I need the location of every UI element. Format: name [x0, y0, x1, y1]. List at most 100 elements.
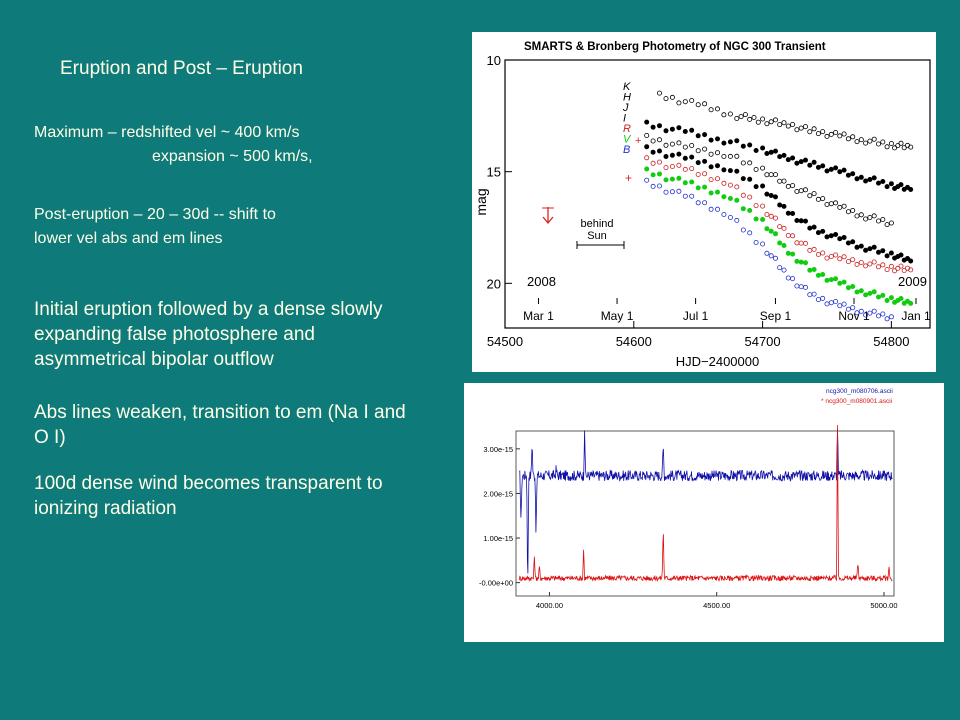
data-point [755, 119, 761, 125]
data-point [833, 130, 839, 136]
data-point [656, 183, 662, 189]
data-point [875, 180, 881, 186]
data-point [811, 246, 817, 252]
data-point [644, 177, 650, 183]
data-point [802, 187, 808, 193]
data-point [781, 203, 787, 209]
data-point [676, 125, 682, 131]
data-point [747, 194, 753, 200]
data-point [841, 203, 847, 209]
spectrum-chart: -0.00e+00 1.00e-15 2.00e-15 3.00e-15 4000.00… [479, 388, 898, 610]
data-point [764, 211, 770, 217]
data-point [760, 216, 766, 222]
data-point [695, 171, 701, 177]
data-point [833, 231, 839, 237]
data-point [790, 155, 796, 161]
data-point [824, 255, 830, 261]
data-point [867, 310, 873, 316]
data-point [721, 211, 727, 217]
x-tick-label: 5000.00 [870, 601, 897, 610]
data-point [863, 216, 869, 222]
data-point [644, 144, 650, 150]
data-point [888, 295, 894, 301]
data-point [702, 171, 708, 177]
data-point [740, 206, 746, 212]
data-point [798, 284, 804, 290]
data-point [880, 216, 886, 222]
light-curve-chart: SMARTS & Bronberg Photometry of NGC 300 … [473, 41, 931, 369]
data-point [777, 122, 783, 128]
data-point [676, 162, 682, 168]
data-point [898, 252, 904, 258]
data-point [895, 143, 901, 149]
data-point [785, 183, 791, 189]
data-point [828, 300, 834, 306]
data-point [727, 153, 733, 159]
data-point [650, 160, 656, 166]
data-point [682, 193, 688, 199]
data-point [802, 284, 808, 290]
data-point [644, 155, 650, 161]
data-point [650, 149, 656, 155]
data-point [682, 166, 688, 172]
data-point [714, 150, 720, 156]
data-point [854, 176, 860, 182]
data-point [714, 206, 720, 212]
data-point [785, 250, 791, 256]
data-point [858, 259, 864, 265]
data-point [815, 196, 821, 202]
chart-title: SMARTS & Bronberg Photometry of NGC 300 … [524, 41, 826, 53]
data-point [837, 256, 843, 262]
data-point [740, 176, 746, 182]
data-point [875, 313, 881, 319]
data-point [845, 240, 851, 246]
y-tick-label: 10 [487, 53, 501, 68]
data-point [871, 244, 877, 250]
data-point [663, 189, 669, 195]
x-tick-label: 54500 [487, 334, 523, 349]
early-point: + [625, 171, 632, 185]
data-point [888, 314, 894, 320]
data-point [884, 222, 890, 228]
data-point [828, 201, 834, 207]
data-point [740, 192, 746, 198]
data-point [888, 263, 894, 269]
data-point [807, 247, 813, 253]
data-point [656, 159, 662, 165]
data-point [768, 253, 774, 259]
data-point [807, 225, 813, 231]
data-point [695, 148, 701, 154]
data-point [815, 251, 821, 257]
date-tick-label: May 1 [601, 309, 634, 323]
data-point [811, 191, 817, 197]
data-point [863, 140, 869, 146]
data-point [802, 240, 808, 246]
data-point [695, 200, 701, 206]
y-tick-label: 2.00e-15 [483, 489, 513, 498]
data-point [669, 126, 675, 132]
data-point [802, 124, 808, 130]
data-point [768, 228, 774, 234]
data-point [781, 152, 787, 158]
data-point [884, 316, 890, 322]
data-point [721, 140, 727, 146]
spectrum-panel: -0.00e+00 1.00e-15 2.00e-15 3.00e-15 4000.00… [464, 383, 944, 642]
data-point [781, 178, 787, 184]
date-tick-label: Jan 1 [901, 309, 931, 323]
data-point [854, 244, 860, 250]
data-point [682, 155, 688, 161]
data-point [768, 119, 774, 125]
data-point [811, 266, 817, 272]
data-point [644, 119, 650, 125]
data-point [837, 133, 843, 139]
data-point [676, 140, 682, 146]
data-point [740, 143, 746, 149]
data-point [760, 203, 766, 209]
data-point [753, 216, 759, 222]
data-point [850, 257, 856, 263]
data-point [644, 133, 650, 139]
text-line-lower-vel: lower vel abs and em lines [34, 230, 223, 247]
data-point [802, 218, 808, 224]
date-tick-label: Jul 1 [683, 309, 709, 323]
data-point [721, 180, 727, 186]
